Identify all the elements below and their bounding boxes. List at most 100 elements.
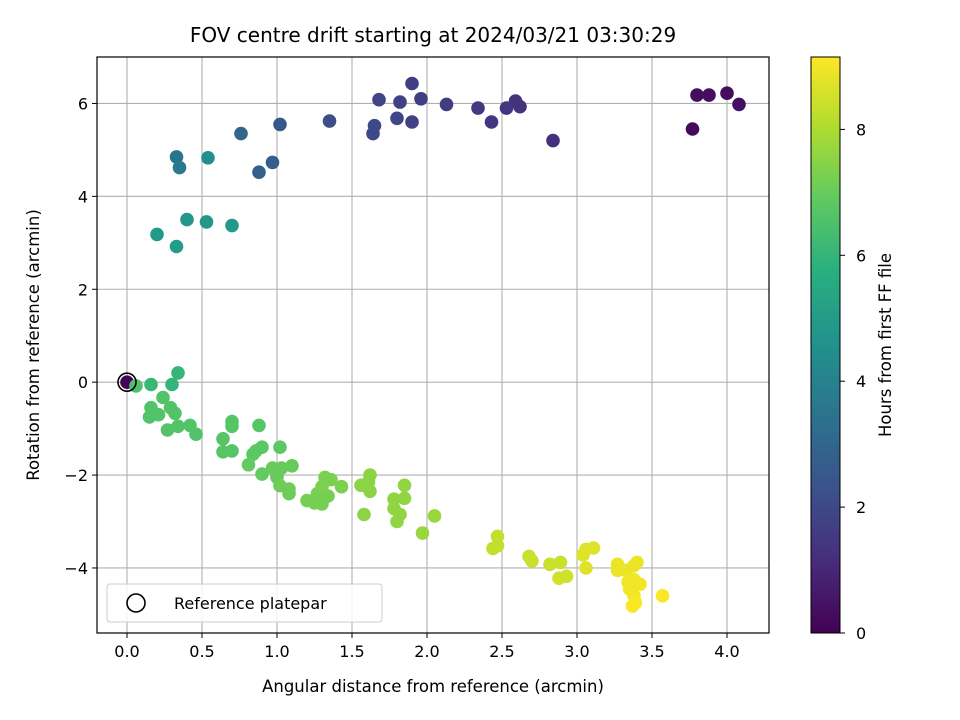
data-point xyxy=(307,496,322,510)
data-point xyxy=(690,88,704,102)
data-point xyxy=(655,589,670,603)
data-point xyxy=(246,447,260,462)
chart-title: FOV centre drift starting at 2024/03/21 … xyxy=(190,23,676,47)
colorbar-label: Hours from first FF file xyxy=(876,253,895,437)
data-point xyxy=(225,444,239,458)
data-point xyxy=(543,557,557,572)
data-point xyxy=(397,491,412,506)
colorbar: 0 2 4 6 8 Hours from first FF file xyxy=(810,56,895,643)
data-point xyxy=(372,92,386,107)
data-point xyxy=(322,114,337,128)
data-point xyxy=(150,227,164,242)
data-point xyxy=(225,419,239,434)
y-tick-label: −4 xyxy=(64,559,88,578)
reference-marker-group xyxy=(117,372,137,392)
x-tick-label: 2.0 xyxy=(414,642,439,661)
data-point xyxy=(168,406,182,421)
x-tick-label: 0.5 xyxy=(189,642,214,661)
data-point xyxy=(499,101,514,115)
data-point xyxy=(241,458,256,472)
data-point xyxy=(363,484,377,499)
colorbar-tick-label: 4 xyxy=(856,372,866,391)
data-point xyxy=(366,126,380,141)
data-point xyxy=(732,97,746,112)
colorbar-tick-label: 8 xyxy=(856,120,866,139)
data-point xyxy=(334,479,349,494)
data-point xyxy=(405,115,419,129)
y-axis-ticks: −4 −2 0 2 4 6 xyxy=(64,94,97,578)
data-point xyxy=(559,569,574,584)
colorbar-tick-label: 2 xyxy=(856,498,866,517)
x-tick-label: 3.5 xyxy=(639,642,664,661)
data-point xyxy=(169,150,184,164)
data-point xyxy=(685,122,700,136)
data-point xyxy=(171,419,185,434)
data-point xyxy=(255,467,269,481)
data-point xyxy=(397,478,412,493)
data-point xyxy=(285,459,299,473)
reference-marker xyxy=(117,372,137,392)
data-point xyxy=(405,76,419,91)
x-tick-label: 0.0 xyxy=(114,642,139,661)
x-tick-label: 2.5 xyxy=(489,642,514,661)
data-point xyxy=(282,486,296,501)
data-point xyxy=(265,155,280,170)
plot-frame xyxy=(96,56,770,634)
data-point xyxy=(427,509,442,523)
data-point xyxy=(199,215,214,229)
data-point xyxy=(633,577,647,591)
data-point xyxy=(357,507,371,522)
data-point xyxy=(390,514,404,529)
data-point xyxy=(546,133,560,148)
colorbar-gradient xyxy=(810,56,841,634)
data-point xyxy=(414,92,428,106)
data-point xyxy=(720,86,734,100)
data-point xyxy=(180,212,194,227)
data-point xyxy=(486,541,500,556)
x-axis-label: Angular distance from reference (arcmin) xyxy=(262,677,604,696)
y-tick-label: 2 xyxy=(78,280,88,299)
x-tick-label: 1.0 xyxy=(264,642,289,661)
x-tick-label: 3.0 xyxy=(564,642,589,661)
data-point xyxy=(252,165,266,179)
x-tick-label: 4.0 xyxy=(714,642,739,661)
data-point xyxy=(189,427,203,442)
x-axis-ticks: 0.0 0.5 1.0 1.5 2.0 2.5 3.0 3.5 4.0 xyxy=(114,633,740,661)
data-point xyxy=(586,541,601,555)
data-point xyxy=(169,239,184,254)
data-point xyxy=(273,117,287,132)
data-point xyxy=(390,111,404,126)
y-tick-label: −2 xyxy=(64,466,88,485)
data-point xyxy=(630,555,644,570)
colorbar-tick-label: 0 xyxy=(856,624,866,643)
data-point xyxy=(553,555,568,570)
colorbar-ticks: 0 2 4 6 8 xyxy=(840,120,866,643)
data-point xyxy=(315,479,329,494)
data-point xyxy=(525,554,539,568)
data-point xyxy=(156,390,170,405)
data-point xyxy=(393,95,407,109)
data-point xyxy=(144,377,158,392)
x-tick-label: 1.5 xyxy=(339,642,364,661)
data-points xyxy=(120,76,746,613)
data-point xyxy=(160,423,175,437)
data-point xyxy=(252,418,266,433)
data-point xyxy=(439,97,454,112)
y-tick-label: 0 xyxy=(78,373,88,392)
data-point xyxy=(490,529,505,544)
y-tick-label: 6 xyxy=(78,94,88,113)
data-point xyxy=(628,596,643,610)
data-point xyxy=(702,88,716,102)
data-point xyxy=(579,561,593,575)
y-axis-label: Rotation from reference (arcmin) xyxy=(24,209,43,481)
data-point xyxy=(142,410,157,424)
data-point xyxy=(234,126,248,141)
legend: Reference platepar xyxy=(106,583,383,623)
legend-label: Reference platepar xyxy=(174,594,327,613)
data-point xyxy=(216,432,230,446)
legend-marker xyxy=(126,593,146,613)
colorbar-tick-label: 6 xyxy=(856,246,866,265)
data-point xyxy=(172,160,187,175)
data-point xyxy=(171,366,185,380)
